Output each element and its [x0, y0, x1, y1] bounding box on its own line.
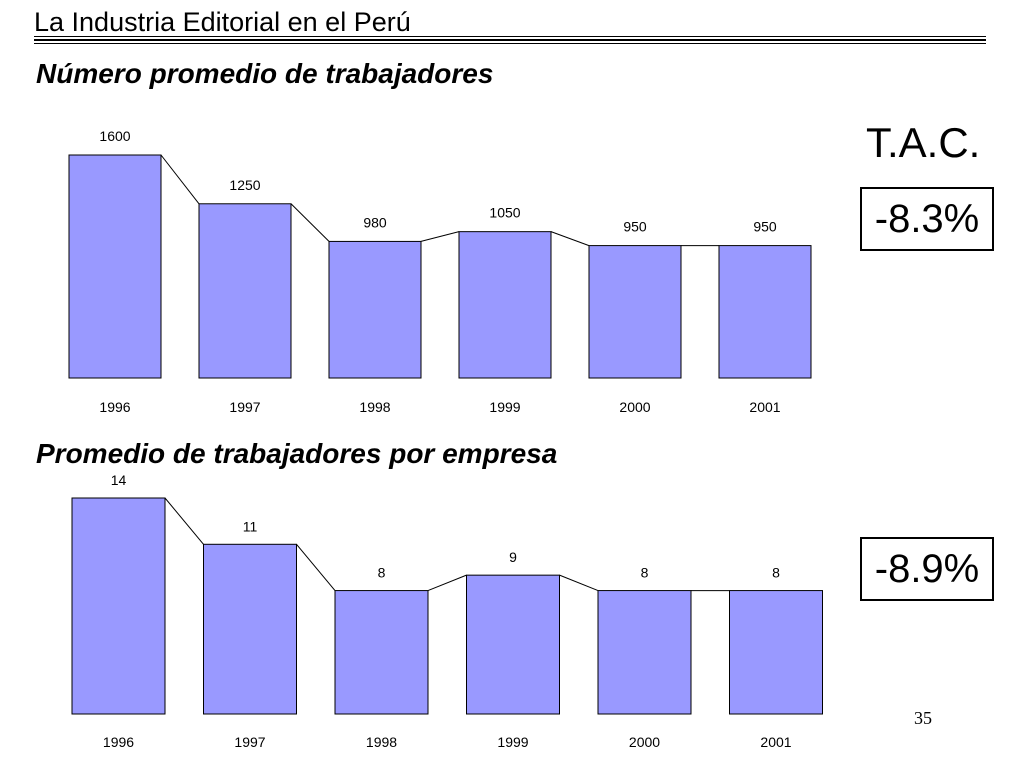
- data-label-1998: 980: [363, 214, 387, 230]
- bar-1996: [68, 154, 162, 379]
- data-label-2001: 950: [753, 219, 777, 235]
- x-tick-label-2001: 2001: [749, 399, 780, 415]
- data-label-1997: 11: [243, 518, 258, 534]
- data-label-2001: 8: [772, 565, 780, 581]
- x-tick-label-2000: 2000: [619, 399, 650, 415]
- data-label-1996: 1600: [99, 128, 130, 144]
- connector-line: [296, 543, 336, 591]
- x-tick-label-1997: 1997: [229, 399, 260, 415]
- bar-1997: [198, 203, 292, 379]
- header-rule: [34, 36, 986, 37]
- header-rule: [34, 43, 986, 44]
- bar-2000: [597, 590, 692, 715]
- connector-line: [164, 497, 204, 545]
- tac-value-workers-per-company: -8.9%: [860, 537, 994, 601]
- tac-label: T.A.C.: [866, 119, 981, 166]
- tac-value-workers: -8.3%: [860, 187, 994, 251]
- x-tick-label-2001: 2001: [760, 734, 791, 750]
- x-tick-label-1996: 1996: [103, 734, 134, 750]
- bar-2000: [588, 245, 682, 379]
- x-tick-label-1998: 1998: [359, 399, 390, 415]
- x-tick-label-1998: 1998: [366, 734, 397, 750]
- data-label-2000: 950: [623, 219, 647, 235]
- bar-2001: [718, 245, 812, 379]
- x-tick-label-1999: 1999: [489, 399, 520, 415]
- page-number: 35: [914, 708, 932, 728]
- x-tick-label-1997: 1997: [234, 734, 265, 750]
- connector-line: [160, 154, 200, 205]
- connector-line: [559, 574, 599, 592]
- bar-1998: [328, 240, 422, 379]
- bar-1999: [458, 231, 552, 379]
- connector-line: [420, 231, 460, 242]
- connector-line: [427, 574, 467, 592]
- data-label-1998: 8: [378, 565, 386, 581]
- data-label-1999: 9: [509, 549, 517, 565]
- data-label-1996: 14: [111, 472, 127, 488]
- header-rule: [34, 39, 986, 41]
- x-tick-label-2000: 2000: [629, 734, 660, 750]
- connector-line: [290, 203, 330, 242]
- slide-header: La Industria Editorial en el Perú: [34, 7, 411, 37]
- data-label-1999: 1050: [489, 205, 520, 221]
- bar-2001: [729, 590, 823, 715]
- chart-title-workers-per-company: Promedio de trabajadores por empresa: [36, 438, 558, 469]
- x-tick-label-1999: 1999: [497, 734, 528, 750]
- bar-1997: [203, 543, 297, 715]
- data-label-1997: 1250: [229, 177, 260, 193]
- chart-title-workers: Número promedio de trabajadores: [36, 58, 494, 89]
- connector-line: [550, 231, 590, 247]
- data-label-2000: 8: [641, 565, 649, 581]
- bar-1998: [334, 590, 429, 715]
- x-tick-label-1996: 1996: [99, 399, 130, 415]
- bar-1999: [466, 574, 560, 715]
- bar-1996: [71, 497, 166, 715]
